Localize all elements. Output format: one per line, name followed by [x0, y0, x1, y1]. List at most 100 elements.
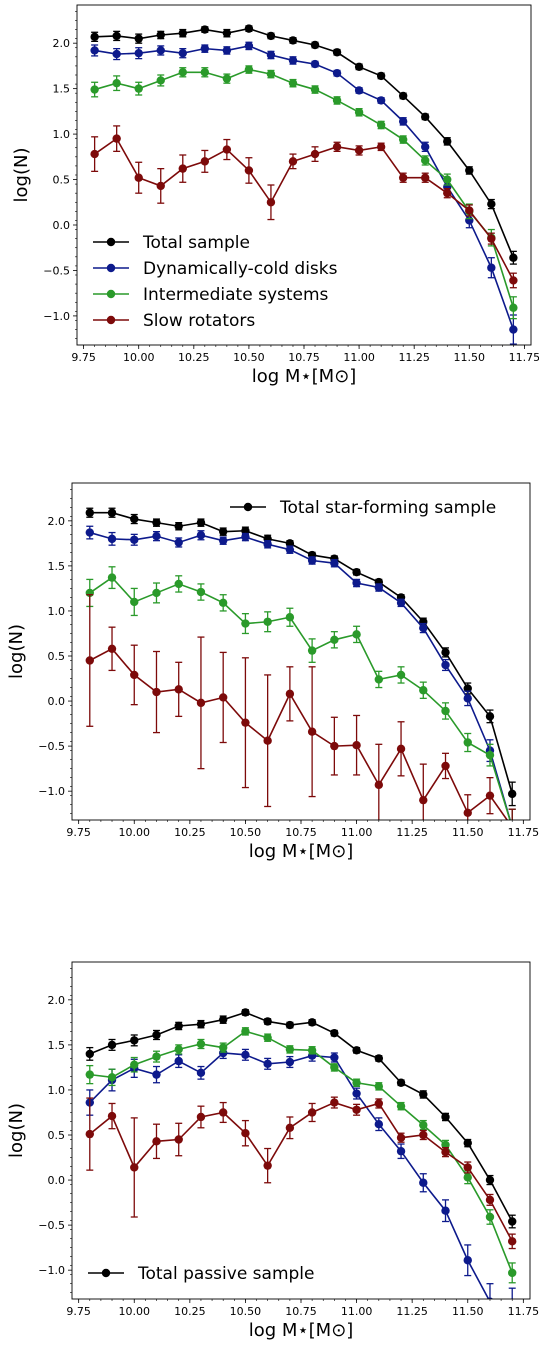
data-point — [130, 597, 139, 607]
x-tick-label: 10.25 — [174, 826, 206, 839]
data-point — [285, 613, 295, 622]
data-point — [421, 173, 430, 182]
data-point — [174, 538, 183, 547]
x-tick-label: 10.25 — [178, 351, 210, 364]
data-point — [508, 789, 517, 799]
data-point — [218, 536, 228, 545]
data-point — [307, 646, 317, 655]
y-tick-label: 1.0 — [53, 128, 71, 141]
data-point — [398, 135, 408, 144]
data-point — [374, 1119, 384, 1129]
legend-label: Total star-forming sample — [279, 498, 496, 518]
x-tick-label: 9.75 — [66, 1305, 91, 1318]
x-tick-label: 10.75 — [285, 1305, 317, 1318]
y-tick-label: 1.0 — [48, 605, 66, 618]
data-point — [509, 276, 518, 285]
data-point — [376, 120, 386, 130]
data-point — [152, 588, 161, 598]
y-tick-label: −1.0 — [38, 785, 65, 798]
data-point — [218, 527, 228, 536]
data-point — [352, 568, 361, 577]
data-point — [263, 1033, 272, 1042]
data-point — [352, 1078, 361, 1087]
x-tick-label: 11.75 — [508, 826, 539, 839]
data-point — [266, 50, 276, 60]
y-tick-label: 2.0 — [48, 994, 66, 1007]
data-point — [441, 1147, 450, 1157]
data-point — [332, 96, 342, 105]
data-point — [419, 623, 428, 633]
data-point — [130, 514, 139, 524]
x-tick-label: 11.25 — [396, 1305, 428, 1318]
legend-label: Total sample — [142, 233, 250, 253]
x-tick-label: 10.00 — [119, 826, 151, 839]
y-tick-label: −0.5 — [38, 1219, 65, 1232]
data-point — [222, 74, 232, 83]
data-point — [218, 693, 228, 702]
data-point — [307, 556, 317, 565]
series-slow-rotators — [90, 125, 518, 289]
x-tick-label: 11.00 — [341, 1305, 373, 1318]
data-point — [396, 1133, 406, 1142]
series-unlabeled-1 — [85, 525, 516, 820]
data-point — [112, 134, 121, 143]
data-point — [85, 508, 94, 517]
series-line — [94, 137, 515, 281]
x-tick-label: 9.75 — [66, 826, 91, 839]
x-tick-label: 10.75 — [285, 826, 317, 839]
y-tick-label: 1.5 — [48, 560, 66, 573]
data-point — [463, 1163, 472, 1172]
y-tick-label: 0.5 — [48, 1129, 66, 1142]
x-tick-label: 11.50 — [452, 826, 484, 839]
data-point — [152, 1030, 161, 1040]
data-point — [508, 1217, 517, 1226]
data-point — [156, 46, 165, 55]
data-point — [352, 1046, 361, 1055]
x-axis-label: log M⋆[M⊙] — [249, 1320, 354, 1341]
x-tick-label: 11.00 — [341, 826, 373, 839]
data-point — [443, 137, 452, 146]
data-point — [307, 1046, 317, 1055]
data-point — [330, 1053, 339, 1062]
data-point — [352, 630, 361, 639]
data-point — [307, 1018, 317, 1027]
x-tick-label: 10.00 — [123, 351, 155, 364]
y-axis-label: log(N) — [6, 624, 27, 679]
y-tick-label: −0.5 — [43, 264, 70, 277]
data-point — [156, 181, 165, 191]
data-point — [196, 698, 206, 708]
x-tick-label: 10.50 — [233, 351, 265, 364]
data-point — [509, 325, 518, 334]
data-point — [463, 694, 472, 703]
data-point — [288, 56, 298, 65]
legend-label: Slow rotators — [143, 311, 255, 331]
data-point — [398, 117, 408, 126]
y-tick-label: 2.0 — [48, 515, 66, 528]
data-point — [288, 157, 298, 166]
data-point — [134, 34, 143, 43]
data-point — [398, 91, 408, 101]
data-point — [487, 234, 496, 243]
data-point — [174, 1056, 183, 1066]
axes-frame — [71, 961, 531, 1300]
data-point — [396, 1147, 406, 1156]
data-point — [263, 617, 272, 626]
x-tick-label: 11.00 — [343, 351, 375, 364]
x-tick-label: 11.75 — [508, 1305, 539, 1318]
series-line — [89, 1052, 490, 1299]
y-axis-label: log(N) — [11, 148, 32, 203]
legend-marker — [106, 237, 116, 247]
data-point — [354, 62, 364, 72]
data-point — [200, 68, 210, 77]
x-tick-label: 11.75 — [509, 351, 539, 364]
x-axis-label: log M⋆[M⊙] — [252, 366, 357, 387]
data-point — [485, 1212, 495, 1222]
data-point — [156, 76, 165, 85]
data-point — [222, 46, 232, 55]
legend-marker — [106, 263, 116, 273]
y-tick-label: 0.0 — [48, 695, 66, 708]
data-point — [196, 518, 206, 527]
data-point — [218, 598, 228, 608]
data-point — [485, 791, 495, 800]
data-point — [441, 761, 450, 771]
